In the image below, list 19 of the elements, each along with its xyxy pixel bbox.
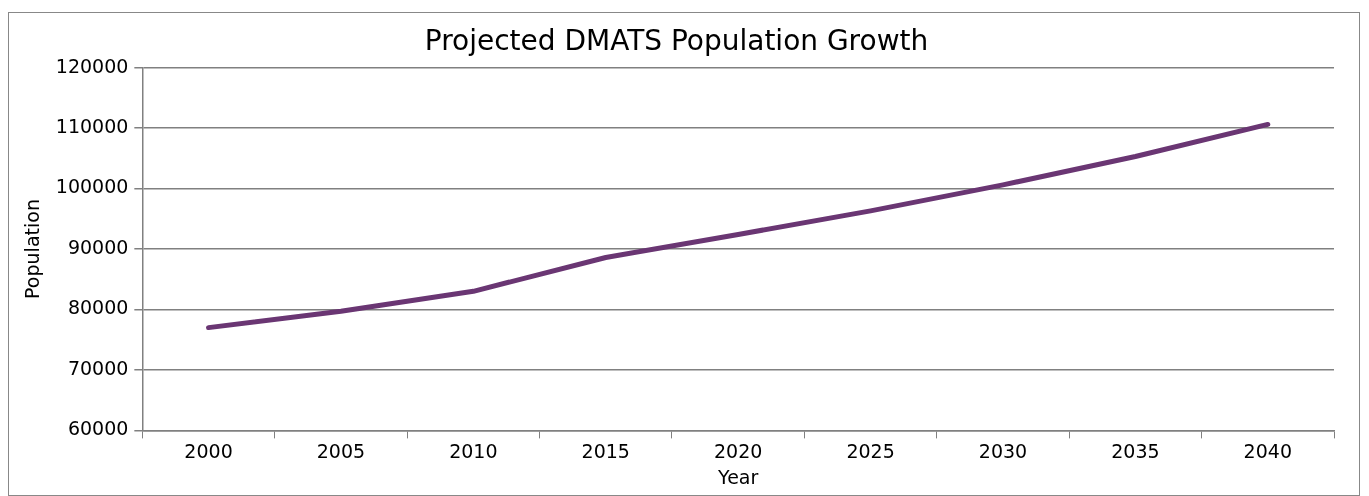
x-axis-title: Year	[717, 465, 759, 488]
y-tick-label: 70000	[67, 356, 129, 379]
y-axis-title: Population	[21, 199, 44, 299]
x-tick-label: 2010	[449, 439, 498, 462]
x-tick-label: 2035	[1111, 439, 1160, 462]
x-tick-label: 2015	[581, 439, 630, 462]
x-tick-label: 2025	[846, 439, 895, 462]
y-tick-label: 120000	[55, 54, 129, 77]
y-tick-label: 90000	[67, 235, 129, 258]
x-tick-label: 2000	[184, 439, 233, 462]
chart-title: Projected DMATS Population Growth	[424, 24, 929, 58]
y-tick-label: 80000	[67, 296, 129, 319]
x-tick-label: 2040	[1243, 439, 1292, 462]
x-tick-label: 2005	[316, 439, 366, 462]
y-tick-label: 60000	[67, 417, 129, 440]
x-tick-label: 2030	[978, 439, 1028, 462]
x-tick-label: 2020	[713, 439, 763, 462]
y-tick-label: 110000	[55, 115, 129, 137]
y-tick-label: 100000	[55, 175, 129, 198]
